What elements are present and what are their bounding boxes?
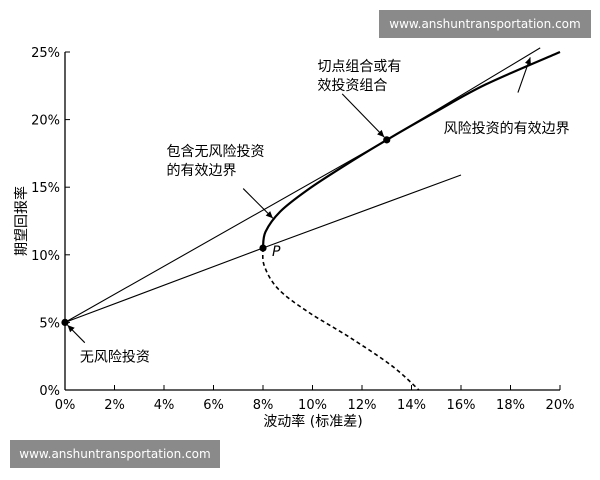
x-axis-title: 波动率 (标准差) bbox=[263, 413, 362, 430]
annotation-label: 风险投资的有效边界 bbox=[444, 121, 570, 137]
annotation-arrowhead bbox=[525, 57, 531, 66]
watermark-top: www.anshuntransportation.com bbox=[379, 10, 591, 38]
x-tick-label: 10% bbox=[298, 398, 327, 413]
x-tick-label: 16% bbox=[447, 398, 476, 413]
annotation-arrowhead bbox=[265, 211, 273, 219]
series-tangent-line bbox=[64, 47, 541, 323]
y-tick-label: 15% bbox=[31, 181, 60, 196]
x-tick-label: 6% bbox=[203, 398, 224, 413]
series-efficient-frontier-solid bbox=[261, 50, 561, 249]
y-tick-label: 25% bbox=[31, 46, 60, 61]
x-tick-label: 8% bbox=[253, 398, 274, 413]
x-tick-label: 18% bbox=[496, 398, 525, 413]
annotation-arrowhead bbox=[67, 325, 75, 333]
annotation-label: 效投资组合 bbox=[317, 78, 387, 94]
y-tick-label: 10% bbox=[31, 249, 60, 264]
annotation-label: 无风险投资 bbox=[80, 350, 150, 366]
x-tick-label: 20% bbox=[546, 398, 575, 413]
series-frontier-dashed bbox=[261, 247, 420, 391]
annotation-label: 切点组合或有 bbox=[317, 59, 401, 75]
x-tick-label: 2% bbox=[104, 398, 125, 413]
annotation-arrow bbox=[242, 188, 274, 219]
watermark-bottom: www.anshuntransportation.com bbox=[10, 440, 220, 468]
x-tick-label: 4% bbox=[154, 398, 175, 413]
data-point bbox=[383, 136, 391, 144]
data-point bbox=[259, 244, 267, 252]
y-tick-label: 20% bbox=[31, 114, 60, 129]
point-label-p: P bbox=[272, 244, 281, 260]
x-tick-label: 14% bbox=[397, 398, 426, 413]
annotation-label: 的有效边界 bbox=[166, 163, 236, 179]
x-tick-label: 12% bbox=[348, 398, 377, 413]
annotation-arrow bbox=[341, 93, 385, 138]
x-tick-label: 0% bbox=[55, 398, 76, 413]
y-axis-title: 期望回报率 bbox=[13, 186, 30, 256]
annotation-label: 包含无风险投资 bbox=[166, 144, 264, 160]
y-tick-label: 5% bbox=[39, 316, 60, 331]
y-tick-label: 0% bbox=[39, 384, 60, 399]
annotation-arrowhead bbox=[377, 129, 385, 138]
data-point bbox=[61, 318, 69, 326]
